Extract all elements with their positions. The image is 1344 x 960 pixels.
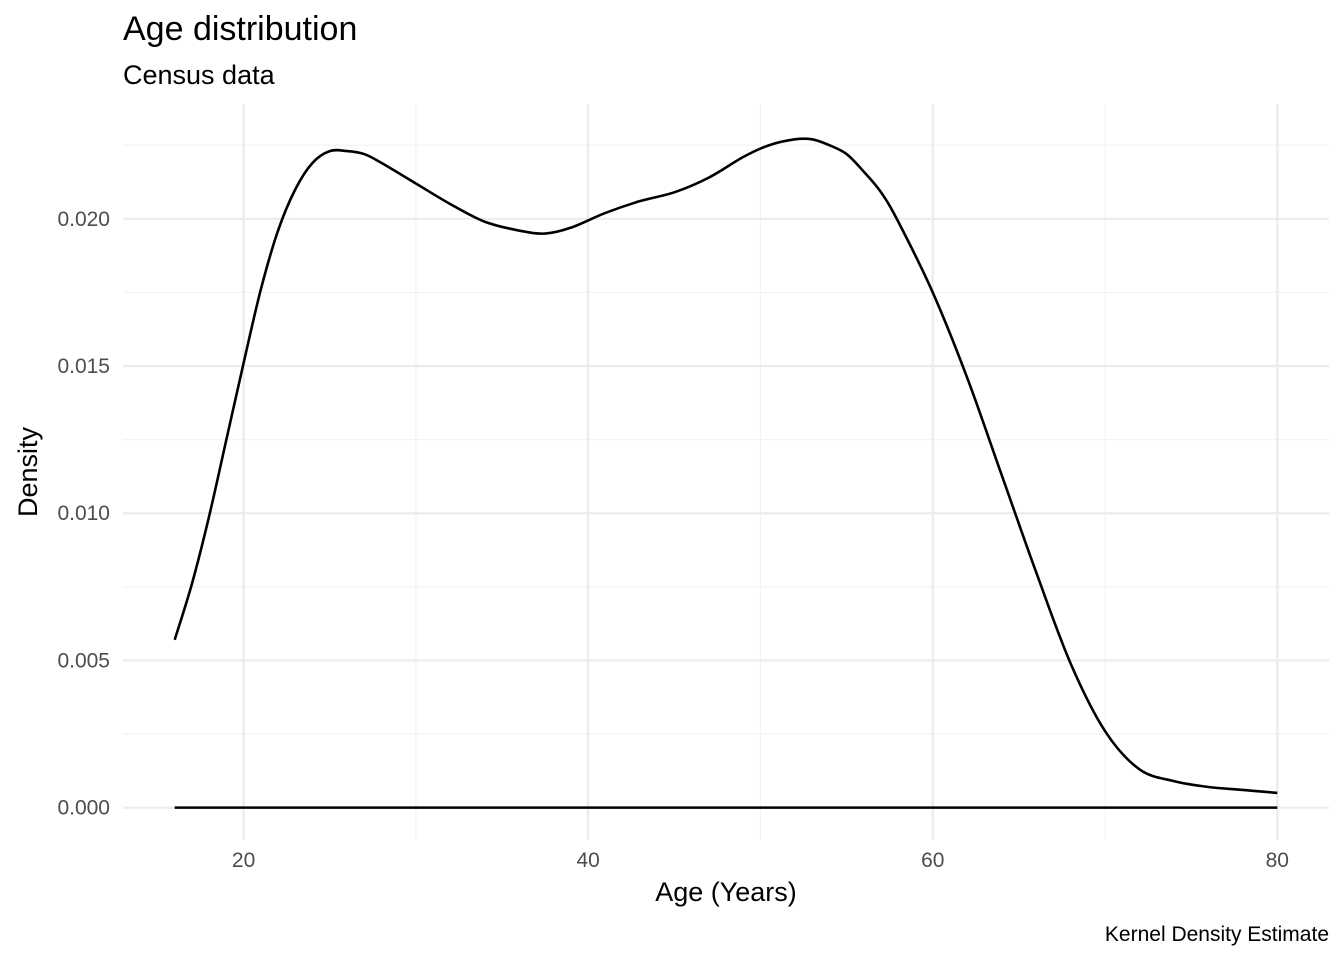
- y-tick-label: 0.000: [57, 797, 110, 820]
- y-axis-tick-labels: 0.000 0.005 0.010 0.015 0.020: [57, 208, 110, 820]
- x-tick-label: 60: [921, 849, 944, 872]
- y-tick-label: 0.010: [57, 502, 110, 525]
- x-axis-title: Age (Years): [655, 877, 797, 907]
- chart-subtitle: Census data: [123, 60, 276, 90]
- x-tick-label: 40: [576, 849, 599, 872]
- y-tick-label: 0.020: [57, 208, 110, 231]
- chart-title: Age distribution: [123, 10, 357, 48]
- density-series: [173, 137, 1278, 809]
- minor-gridlines: [123, 104, 1329, 840]
- x-tick-label: 80: [1266, 849, 1289, 872]
- major-gridlines: [123, 104, 1329, 840]
- x-axis-tick-labels: 20 40 60 80: [232, 849, 1289, 872]
- x-tick-label: 20: [232, 849, 255, 872]
- density-curve: [173, 137, 1278, 795]
- y-tick-label: 0.005: [57, 649, 110, 672]
- chart-caption: Kernel Density Estimate: [1105, 923, 1329, 946]
- y-axis-title: Density: [13, 426, 43, 517]
- y-tick-label: 0.015: [57, 355, 110, 378]
